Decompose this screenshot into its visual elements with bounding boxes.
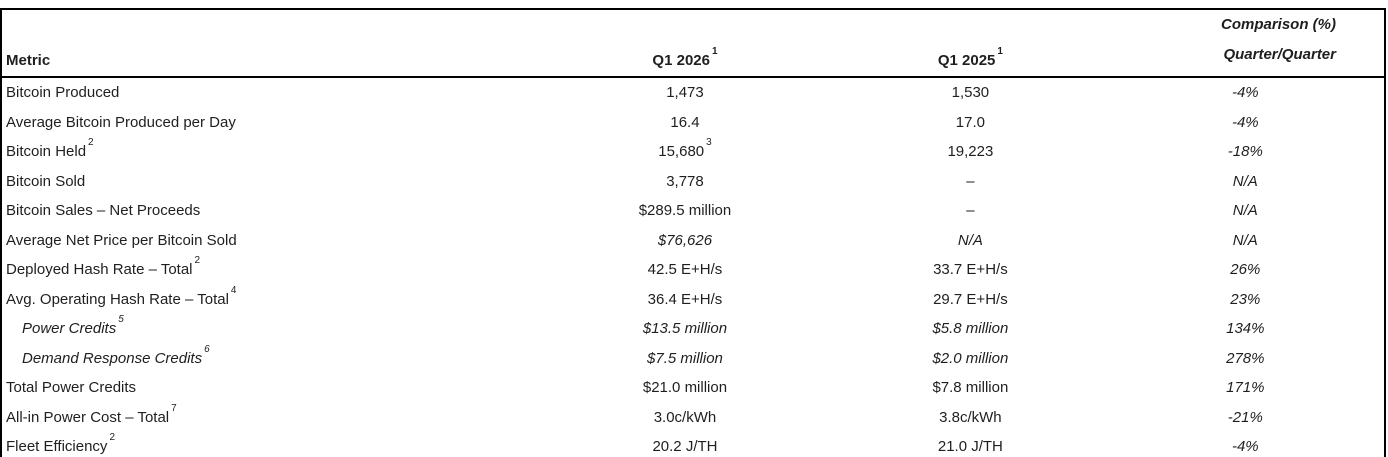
table-header: Metric Q1 20261 Q1 20251 Comparison (%) … [1,9,1385,78]
footnote-marker: 2 [109,432,115,444]
metric-cell: Bitcoin Sales – Net Proceeds [6,202,201,220]
metric-cell: Avg. Operating Hash Rate – Total4 [6,284,237,308]
q1-2026-value-cell: 36.4 E+H/s [647,290,723,308]
column-header-q1-2025: Q1 20251 [822,9,1119,78]
q1-2025-value-cell: 1,530 [951,84,990,102]
financial-metrics-table: Metric Q1 20261 Q1 20251 Comparison (%) … [0,8,1386,457]
footnote-marker: 4 [230,284,237,296]
q1-2026-value-cell: 3,778 [666,172,704,190]
comparison-value-cell: 171% [1226,379,1265,397]
metric-cell: Bitcoin Sold [6,172,86,190]
header-row: Metric Q1 20261 Q1 20251 Comparison (%) … [1,9,1385,78]
metric-cell: Demand Response Credits6 [22,343,210,367]
table-row: Avg. Operating Hash Rate – Total4 36.4 E+… [1,285,1385,315]
metric-cell: Total Power Credits [6,379,137,397]
q1-2025-value-cell: $7.8 million [932,379,1009,397]
table-row: Fleet Efficiency2 20.2 J/TH 21.0 J/TH -4% [1,432,1385,457]
column-header-q1-2026: Q1 20261 [547,9,823,78]
table-row: Bitcoin Held2 15,6803 19,223 -18% [1,137,1385,167]
footnote-marker: 2 [194,255,201,267]
comparison-value-cell: -21% [1227,408,1263,426]
q1-2026-value-cell: 20.2 J/TH [652,438,718,456]
q1-2025-value-cell: – [966,172,975,190]
q1-2026-value-cell: $76,626 [657,231,713,249]
table-row: All-in Power Cost – Total7 3.0c/kWh 3.8c/k… [1,403,1385,433]
table-row: Power Credits5 $13.5 million $5.8 million 1… [1,314,1385,344]
q1-2026-value-cell: 16.4 [670,113,700,131]
column-header-q1-2026-label: Q1 2026 [652,52,710,69]
q1-2026-value-cell: $21.0 million [642,379,728,397]
comparison-value-cell: 134% [1226,320,1265,338]
table-row: Bitcoin Sales – Net Proceeds $289.5 milli… [1,196,1385,226]
metric-cell: Power Credits5 [22,314,124,338]
column-header-metric: Metric [1,9,548,78]
q1-2026-value-cell: $13.5 million [642,320,728,338]
comparison-value-cell: 278% [1226,349,1265,367]
footnote-marker: 3 [706,137,712,149]
q1-2025-value-cell: 33.7 E+H/s [933,261,1008,279]
comparison-value-cell: -18% [1227,143,1263,161]
table-row: Average Bitcoin Produced per Day 16.4 17.0… [1,108,1385,138]
metric-cell: Average Bitcoin Produced per Day [6,113,236,131]
table-row: Bitcoin Produced 1,473 1,530 -4% [1,77,1385,108]
comparison-value-cell: -4% [1231,84,1259,102]
footnote-marker: 1 [997,46,1003,57]
metric-cell: Bitcoin Held2 [6,137,94,161]
q1-2025-value-cell: $2.0 million [932,349,1009,367]
footnote-marker: 1 [711,46,718,57]
table-row: Average Net Price per Bitcoin Sold $76,62… [1,226,1385,256]
comparison-value-cell: N/A [1232,172,1258,190]
footnote-marker: 6 [204,343,210,355]
q1-2026-value-cell: 42.5 E+H/s [647,261,723,279]
metric-cell: Deployed Hash Rate – Total2 [6,255,201,279]
q1-2026-value-cell: 1,473 [666,84,704,102]
q1-2026-value-cell: $7.5 million [647,349,723,367]
comparison-value-cell: -4% [1231,113,1259,131]
comparison-value-cell: 23% [1230,290,1261,308]
table-row: Deployed Hash Rate – Total2 42.5 E+H/s 33.… [1,255,1385,285]
q1-2025-value-cell: 21.0 J/TH [937,438,1003,456]
q1-2025-value-cell: 3.8c/kWh [939,408,1002,426]
comparison-value-cell: -4% [1231,438,1259,456]
metric-cell: All-in Power Cost – Total7 [6,402,177,426]
column-header-q1-2025-label: Q1 2025 [937,52,996,69]
metric-cell: Fleet Efficiency2 [6,432,115,456]
column-header-metric-label: Metric [6,52,51,69]
table-body: Bitcoin Produced 1,473 1,530 -4% Average Bit… [1,77,1385,457]
column-header-comparison-line1: Comparison (%) [1220,16,1336,33]
comparison-value-cell: N/A [1232,202,1258,220]
metric-cell: Bitcoin Produced [6,84,120,102]
q1-2026-value-cell: 3.0c/kWh [653,408,717,426]
footnote-marker: 2 [88,137,94,149]
table-row: Demand Response Credits6 $7.5 million $2.0… [1,344,1385,374]
column-header-comparison: Comparison (%) Quarter/Quarter [1118,9,1385,78]
q1-2025-value-cell: 17.0 [955,113,985,131]
q1-2026-value-cell: $289.5 million [638,202,732,220]
q1-2025-value-cell: 29.7 E+H/s [933,290,1008,308]
q1-2025-value-cell: – [966,202,975,220]
footnote-marker: 7 [171,402,177,414]
table-row: Bitcoin Sold 3,778 – N/A [1,167,1385,197]
comparison-value-cell: N/A [1232,231,1258,249]
q1-2026-value-cell: 15,6803 [658,137,712,161]
column-header-comparison-line2: Quarter/Quarter [1223,46,1336,63]
q1-2025-value-cell: N/A [957,231,983,249]
table-row: Total Power Credits $21.0 million $7.8 mil… [1,373,1385,403]
q1-2025-value-cell: 19,223 [947,143,994,161]
comparison-value-cell: 26% [1230,261,1261,279]
footnote-marker: 5 [118,314,124,326]
metric-cell: Average Net Price per Bitcoin Sold [6,231,237,249]
q1-2025-value-cell: $5.8 million [932,320,1009,338]
